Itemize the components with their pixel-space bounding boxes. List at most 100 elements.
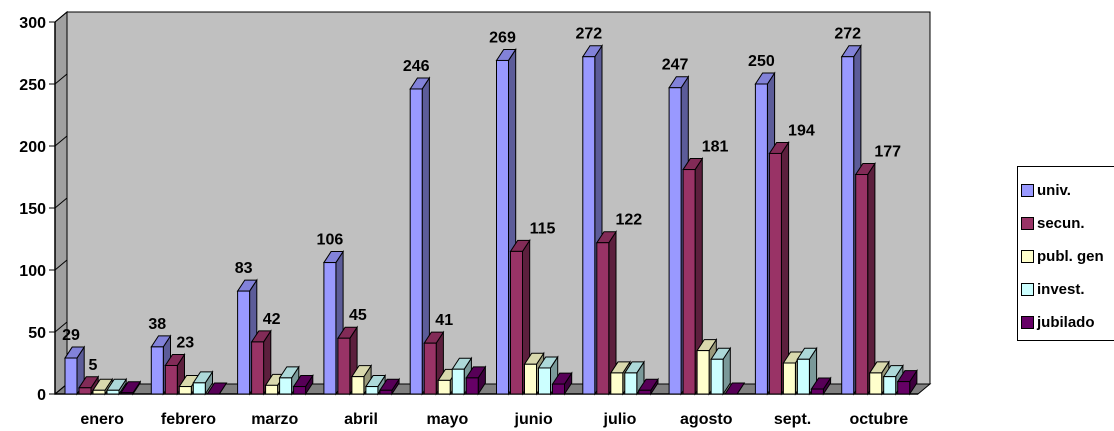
- data-label: 38: [148, 316, 166, 333]
- y-tick-label: 200: [19, 139, 46, 156]
- y-tick-label: 100: [19, 263, 46, 280]
- bar: [624, 372, 638, 395]
- legend-swatch: [1021, 184, 1034, 197]
- bar: [437, 379, 451, 395]
- legend-entry: jubilado: [1021, 306, 1114, 339]
- y-tick-label: 300: [19, 15, 46, 32]
- data-label: 246: [403, 58, 430, 75]
- bar-top: [206, 382, 228, 395]
- data-label: 29: [62, 327, 80, 344]
- y-tick-depth-line: [54, 11, 68, 23]
- data-label: 5: [89, 357, 98, 374]
- data-label: 42: [263, 311, 281, 328]
- bar: [552, 383, 565, 395]
- bar: [883, 376, 897, 395]
- data-label: 106: [317, 232, 344, 249]
- bar: [365, 386, 379, 395]
- data-label: 269: [489, 29, 516, 46]
- bar: [451, 368, 465, 395]
- bar: [869, 372, 883, 395]
- y-tick-depth-line: [54, 259, 68, 271]
- x-tick-label: enero: [80, 411, 124, 428]
- x-tick-label: agosto: [680, 411, 733, 428]
- data-label: 272: [834, 26, 861, 43]
- bar: [351, 376, 365, 395]
- data-label: 23: [176, 334, 194, 351]
- bar-top: [724, 382, 746, 395]
- bar: [810, 388, 824, 395]
- bar: [538, 367, 551, 395]
- bar: [696, 350, 710, 395]
- x-tick-label: abril: [344, 411, 378, 428]
- bar: [279, 377, 293, 395]
- data-label: 122: [615, 212, 642, 229]
- y-tick-depth-line: [54, 321, 68, 333]
- data-label: 272: [575, 26, 602, 43]
- x-tick-label: febrero: [161, 411, 216, 428]
- legend-label: univ.: [1037, 182, 1071, 199]
- bar: [423, 342, 437, 395]
- data-label: 41: [435, 312, 453, 329]
- x-tick-label: junio: [514, 411, 553, 428]
- legend-swatch: [1021, 250, 1034, 263]
- legend-entry: invest.: [1021, 273, 1114, 306]
- bar-chart: 0 50 100 150 200 250 300 enero febrero marzo abril…: [19, 10, 932, 428]
- y-tick-depth-line: [54, 73, 68, 85]
- data-label: 83: [235, 260, 253, 277]
- legend-entry: publ. gen: [1021, 240, 1114, 273]
- bar: [754, 83, 768, 395]
- bar: [92, 389, 106, 395]
- bar: [524, 363, 537, 395]
- legend-label: publ. gen: [1037, 248, 1104, 265]
- x-tick-label: julio: [603, 411, 637, 428]
- legend-label: invest.: [1037, 281, 1085, 298]
- data-label: 177: [874, 144, 901, 161]
- bar: [510, 250, 523, 395]
- bar: [164, 364, 178, 395]
- x-tick-label: sept.: [774, 411, 811, 428]
- bar: [841, 56, 855, 395]
- legend-swatch: [1021, 283, 1034, 296]
- bar: [120, 392, 134, 395]
- data-label: 181: [702, 139, 729, 156]
- bar: [496, 59, 509, 395]
- data-label: 115: [530, 220, 556, 237]
- data-label: 194: [788, 122, 815, 139]
- bar: [78, 387, 92, 395]
- y-tick-depth-line: [54, 135, 68, 147]
- legend-entry: univ.: [1021, 174, 1114, 207]
- y-tick-label: 0: [37, 387, 46, 404]
- data-label: 45: [349, 307, 367, 324]
- bar: [379, 389, 393, 395]
- bar: [293, 386, 307, 395]
- data-label: 250: [748, 53, 775, 70]
- bar: [768, 152, 782, 395]
- bar-side: [867, 161, 876, 396]
- bar: [668, 87, 682, 395]
- data-label: 247: [662, 57, 689, 74]
- bar: [796, 358, 810, 395]
- legend-label: jubilado: [1037, 314, 1095, 331]
- bar: [409, 88, 423, 395]
- chart-legend: univ. secun. publ. gen invest. jubilado: [1017, 166, 1114, 341]
- legend-swatch: [1021, 316, 1034, 329]
- bar: [265, 384, 279, 395]
- bar: [782, 362, 796, 395]
- bar: [150, 346, 164, 395]
- y-tick-label: 150: [19, 201, 46, 218]
- legend-entry: secun.: [1021, 207, 1114, 240]
- bar: [106, 389, 120, 395]
- x-tick-label: marzo: [251, 411, 298, 428]
- bar: [897, 381, 911, 395]
- bar: [682, 169, 696, 395]
- legend-swatch: [1021, 217, 1034, 230]
- bar: [64, 357, 78, 395]
- bar: [596, 242, 610, 395]
- bar: [638, 389, 652, 395]
- bar: [178, 386, 192, 395]
- bar: [251, 341, 265, 395]
- x-tick-label: mayo: [426, 411, 468, 428]
- y-tick-depth-line: [54, 197, 68, 209]
- x-tick-label: octubre: [850, 411, 909, 428]
- bar: [337, 337, 351, 395]
